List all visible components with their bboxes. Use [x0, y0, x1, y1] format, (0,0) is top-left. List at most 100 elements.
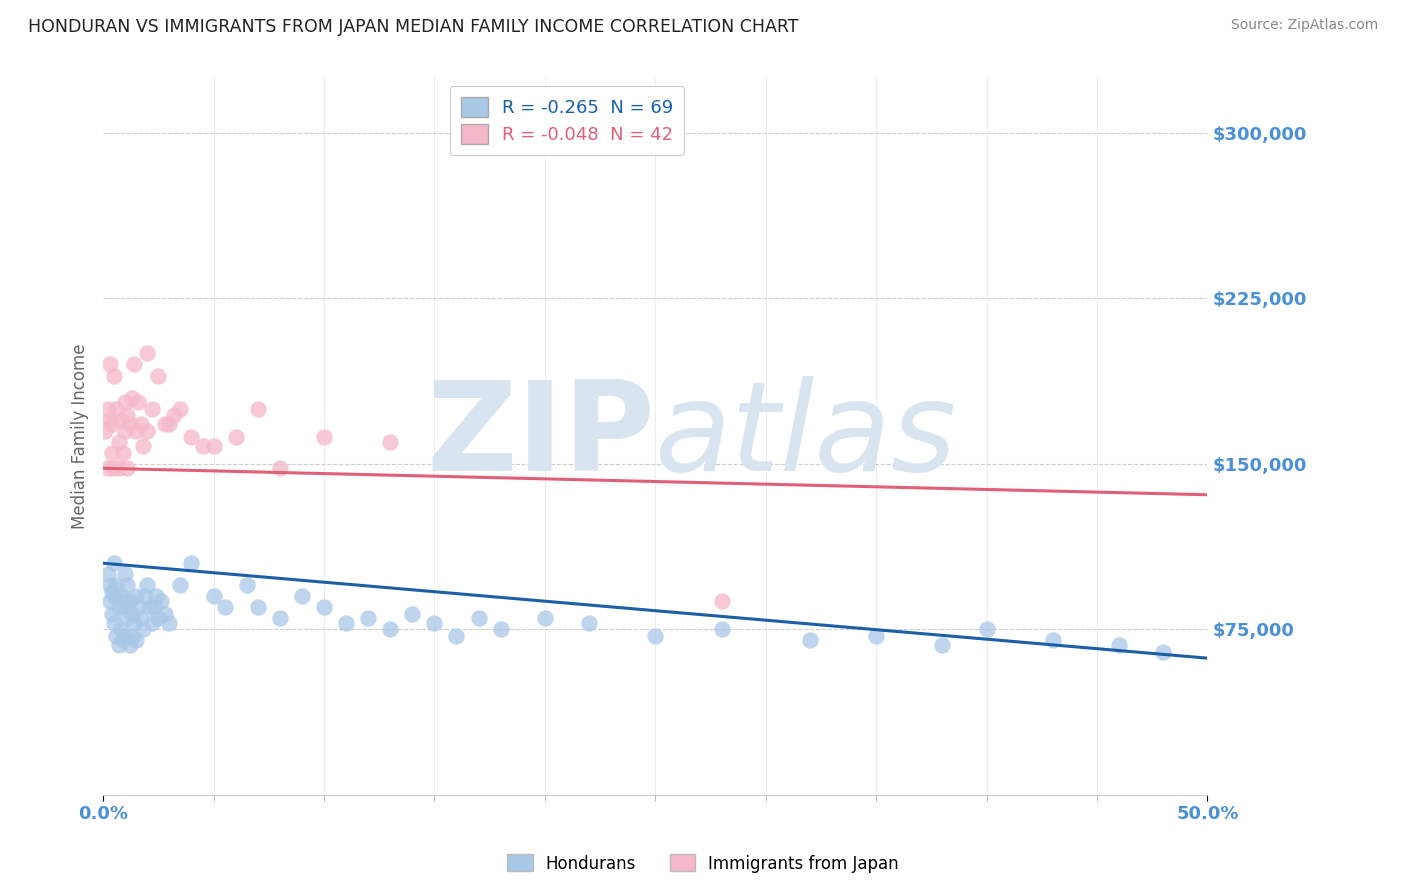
Point — [121, 607, 143, 621]
Point — [105, 578, 128, 592]
Point — [976, 623, 998, 637]
Point — [380, 434, 402, 449]
Point — [335, 615, 357, 630]
Point — [98, 413, 121, 427]
Point — [118, 593, 141, 607]
Point — [357, 611, 380, 625]
Point — [110, 623, 132, 637]
Point — [141, 615, 163, 630]
Point — [169, 401, 191, 416]
Point — [114, 424, 136, 438]
Point — [246, 600, 269, 615]
Y-axis label: Median Family Income: Median Family Income — [72, 343, 89, 529]
Point — [136, 346, 159, 360]
Point — [127, 395, 149, 409]
Point — [246, 401, 269, 416]
Point — [103, 615, 125, 630]
Point — [117, 409, 139, 423]
Legend: R = -0.265  N = 69, R = -0.048  N = 42: R = -0.265 N = 69, R = -0.048 N = 42 — [450, 87, 685, 155]
Point — [423, 615, 446, 630]
Point — [107, 638, 129, 652]
Point — [117, 578, 139, 592]
Point — [136, 578, 159, 592]
Point — [98, 593, 121, 607]
Point — [107, 600, 129, 615]
Point — [132, 623, 155, 637]
Point — [114, 567, 136, 582]
Text: Source: ZipAtlas.com: Source: ZipAtlas.com — [1230, 18, 1378, 32]
Point — [111, 633, 134, 648]
Point — [125, 590, 148, 604]
Point — [269, 461, 291, 475]
Point — [235, 578, 257, 592]
Point — [111, 593, 134, 607]
Point — [114, 395, 136, 409]
Point — [180, 430, 202, 444]
Point — [114, 600, 136, 615]
Point — [105, 401, 128, 416]
Point — [142, 600, 165, 615]
Point — [291, 590, 314, 604]
Point — [644, 629, 666, 643]
Point — [157, 417, 180, 431]
Point — [269, 611, 291, 625]
Point — [148, 368, 170, 383]
Point — [799, 633, 821, 648]
Point — [107, 434, 129, 449]
Point — [105, 629, 128, 643]
Text: HONDURAN VS IMMIGRANTS FROM JAPAN MEDIAN FAMILY INCOME CORRELATION CHART: HONDURAN VS IMMIGRANTS FROM JAPAN MEDIAN… — [28, 18, 799, 36]
Point — [312, 600, 335, 615]
Point — [191, 439, 214, 453]
Point — [125, 424, 148, 438]
Text: atlas: atlas — [655, 376, 957, 497]
Point — [107, 461, 129, 475]
Point — [103, 368, 125, 383]
Point — [101, 607, 124, 621]
Point — [103, 556, 125, 570]
Point — [111, 446, 134, 460]
Point — [103, 461, 125, 475]
Point — [202, 590, 225, 604]
Point — [103, 590, 125, 604]
Point — [380, 623, 402, 637]
Point — [153, 607, 176, 621]
Point — [467, 611, 489, 625]
Point — [578, 615, 600, 630]
Point — [121, 391, 143, 405]
Point — [134, 590, 156, 604]
Point — [163, 409, 186, 423]
Point — [118, 417, 141, 431]
Point — [153, 417, 176, 431]
Point — [94, 424, 117, 438]
Point — [132, 439, 155, 453]
Point — [96, 567, 118, 582]
Point — [865, 629, 887, 643]
Point — [710, 623, 733, 637]
Point — [446, 629, 468, 643]
Point — [129, 417, 152, 431]
Point — [114, 629, 136, 643]
Point — [101, 585, 124, 599]
Point — [122, 615, 145, 630]
Point — [312, 430, 335, 444]
Point — [489, 623, 512, 637]
Point — [129, 611, 152, 625]
Point — [931, 638, 953, 652]
Point — [710, 593, 733, 607]
Point — [202, 439, 225, 453]
Point — [127, 600, 149, 615]
Point — [180, 556, 202, 570]
Point — [117, 611, 139, 625]
Point — [98, 578, 121, 592]
Point — [141, 401, 163, 416]
Point — [101, 417, 124, 431]
Point — [145, 590, 167, 604]
Point — [136, 424, 159, 438]
Point — [101, 446, 124, 460]
Point — [118, 638, 141, 652]
Point — [225, 430, 247, 444]
Legend: Hondurans, Immigrants from Japan: Hondurans, Immigrants from Japan — [501, 847, 905, 880]
Point — [1042, 633, 1064, 648]
Point — [401, 607, 423, 621]
Point — [1152, 644, 1174, 658]
